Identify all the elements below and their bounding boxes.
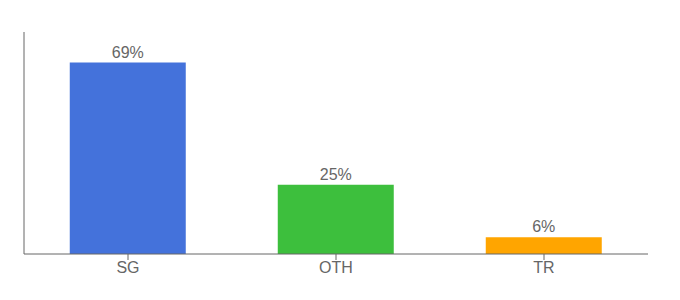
- svg-text:25%: 25%: [320, 166, 352, 183]
- svg-text:69%: 69%: [112, 44, 144, 61]
- svg-text:6%: 6%: [532, 218, 555, 235]
- svg-text:TR: TR: [533, 259, 554, 276]
- svg-text:SG: SG: [116, 259, 139, 276]
- svg-text:OTH: OTH: [319, 259, 353, 276]
